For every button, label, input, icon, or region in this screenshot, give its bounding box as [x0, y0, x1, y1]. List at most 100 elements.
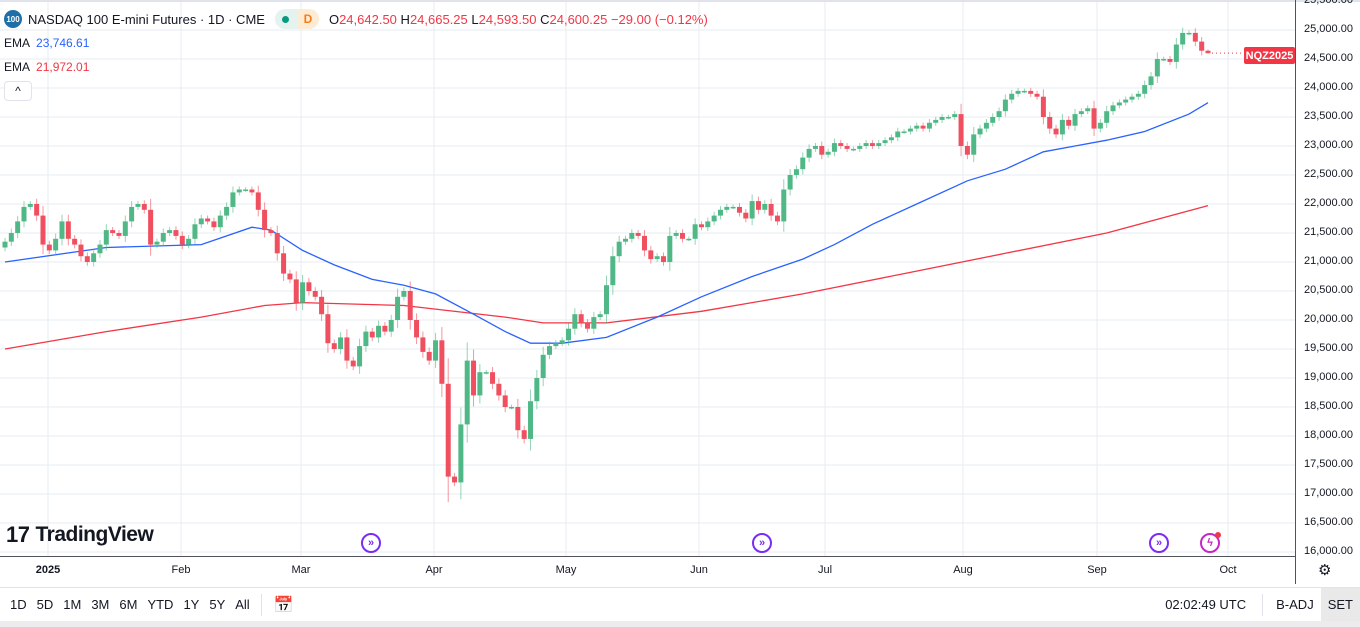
utc-clock[interactable]: 02:02:49 UTC	[1165, 597, 1247, 612]
range-1y[interactable]: 1Y	[183, 597, 200, 612]
candle-body	[990, 117, 996, 123]
dividend-icon[interactable]: »	[1149, 533, 1169, 553]
b-adj-toggle[interactable]: B-ADJ	[1276, 597, 1314, 612]
candle-body	[407, 291, 413, 320]
candle-body	[300, 282, 306, 303]
candle	[173, 226, 179, 240]
candle-body	[439, 340, 445, 384]
candle	[490, 366, 496, 390]
candle	[414, 313, 420, 345]
candle-body	[528, 401, 534, 439]
candle	[97, 240, 103, 258]
candle-body	[819, 146, 825, 155]
range-6m[interactable]: 6M	[119, 597, 138, 612]
candle	[812, 142, 818, 152]
low-value: 24,593.50	[478, 11, 537, 27]
candle	[363, 325, 369, 353]
ema-slow-value: 21,972.01	[36, 60, 90, 74]
candle	[34, 198, 40, 221]
candle-body	[635, 233, 641, 236]
candle	[312, 287, 318, 301]
candle-body	[401, 291, 407, 297]
candle-body	[1186, 32, 1192, 35]
candle	[933, 116, 939, 126]
candle-body	[553, 343, 559, 347]
candle-body	[103, 230, 109, 245]
range-ytd[interactable]: YTD	[147, 597, 174, 612]
price-chart[interactable]	[0, 2, 1295, 556]
candle	[629, 229, 635, 243]
ema-fast-legend[interactable]: EMA 23,746.61	[4, 36, 90, 50]
candle-body	[129, 206, 135, 222]
range-1d[interactable]: 1D	[10, 597, 27, 612]
candle	[914, 122, 920, 132]
candle	[1148, 71, 1154, 90]
candle-body	[521, 430, 527, 439]
candle	[749, 194, 755, 226]
top-border	[0, 0, 1360, 2]
session-set-toggle[interactable]: SET	[1320, 588, 1360, 621]
collapse-legend-button[interactable]: ^	[4, 81, 32, 101]
candle	[952, 111, 958, 121]
candle-body	[933, 119, 939, 123]
candle	[547, 341, 553, 360]
candle-body	[230, 192, 236, 207]
price-axis[interactable]: 25,500.00 25,000.00 24,500.00 24,000.00 23,5…	[1295, 0, 1360, 584]
candle-body	[1123, 99, 1129, 103]
candle	[1002, 94, 1008, 117]
range-all[interactable]: All	[235, 597, 250, 612]
candle-body	[781, 189, 787, 222]
candle	[1199, 36, 1205, 56]
candle	[1040, 89, 1046, 125]
candle	[1110, 101, 1116, 115]
time-axis[interactable]: 2025 Feb Mar Apr May Jun Jul Aug Sep Oct	[0, 556, 1295, 584]
candle	[781, 179, 787, 232]
price-tick: 17,500.00	[1304, 458, 1353, 470]
candle-body	[344, 337, 350, 361]
candle	[597, 311, 603, 321]
candle	[1072, 108, 1078, 131]
candle	[395, 288, 401, 329]
candle-body	[610, 256, 616, 286]
candle-body	[496, 383, 502, 396]
candle-body	[901, 131, 907, 133]
candle-body	[882, 140, 888, 144]
dividend-icon[interactable]: »	[361, 533, 381, 553]
symbol-title[interactable]: NASDAQ 100 E-mini Futures · 1D · CME	[28, 11, 265, 27]
candle-body	[540, 354, 546, 378]
dividend-icon[interactable]: »	[752, 533, 772, 553]
candle-body	[97, 244, 103, 254]
candle	[1180, 27, 1186, 50]
market-status[interactable]: D	[274, 9, 319, 29]
range-5y[interactable]: 5Y	[209, 597, 226, 612]
chart-pane[interactable]	[0, 2, 1295, 556]
go-to-date-calendar-icon[interactable]: 📅	[273, 596, 294, 614]
candle	[154, 238, 160, 248]
candle-body	[509, 407, 515, 409]
ema-slow-legend[interactable]: EMA 21,972.01	[4, 60, 90, 74]
candle-body	[224, 206, 230, 216]
candle-body	[838, 143, 844, 146]
candle	[1116, 99, 1122, 109]
candle-body	[91, 253, 97, 262]
candle-body	[1015, 90, 1021, 94]
time-tick: Oct	[1219, 564, 1237, 576]
range-3m[interactable]: 3M	[91, 597, 110, 612]
range-1m[interactable]: 1M	[63, 597, 82, 612]
price-tick: 23,000.00	[1304, 139, 1353, 151]
earnings-icon[interactable]: ϟ	[1200, 532, 1221, 553]
candle-body	[705, 221, 711, 228]
candle	[72, 235, 78, 249]
candle	[293, 271, 299, 311]
candle	[686, 236, 692, 242]
candle	[566, 323, 572, 346]
candle	[1078, 108, 1084, 118]
range-5d[interactable]: 5D	[36, 597, 54, 612]
candle-body	[135, 204, 141, 207]
candle	[1047, 111, 1053, 134]
settings-gear-icon[interactable]: ⚙	[1318, 562, 1332, 579]
candle-body	[236, 189, 242, 193]
candle-body	[939, 117, 945, 120]
tradingview-logo[interactable]: 17 TradingView	[6, 522, 154, 547]
candle	[287, 269, 293, 284]
